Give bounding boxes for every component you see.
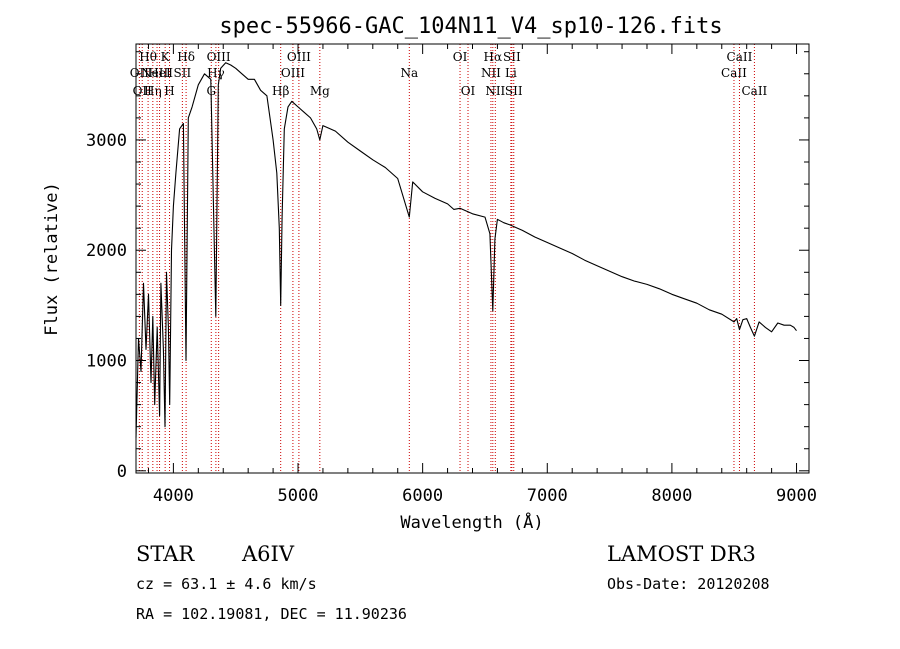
line-label: Hη (144, 84, 162, 98)
line-label: Hδ (177, 50, 195, 64)
y-tick-label: 0 (117, 462, 127, 482)
line-label: Na (400, 66, 418, 80)
line-label: OIII (207, 50, 231, 64)
line-label: CaII (727, 50, 753, 64)
redshift-cz: cz = 63.1 ± 4.6 km/s (136, 575, 317, 593)
line-label: NeIII (141, 66, 173, 80)
line-label: CaII (721, 66, 747, 80)
line-label: SII (503, 50, 521, 64)
x-tick-label: 8000 (651, 486, 692, 506)
y-tick-label: 1000 (86, 352, 127, 372)
line-label: H (164, 84, 174, 98)
line-label: SII (505, 84, 523, 98)
observation-date: Obs-Date: 20120208 (607, 575, 770, 593)
y-tick-label: 2000 (86, 241, 127, 261)
y-axis-label: Flux (relative) (42, 182, 62, 336)
x-tick-label: 4000 (153, 486, 194, 506)
line-label: SII (174, 66, 192, 80)
line-label: OIII (281, 66, 305, 80)
line-label: Hα (484, 50, 503, 64)
line-label: CaII (741, 84, 767, 98)
spectrum-series (135, 62, 797, 438)
line-label: Hθ (139, 50, 157, 64)
line-label: OIII (287, 50, 311, 64)
emission-line-markers: OIIOIIHθHηNeIIIHeIKHSIIHδGHγOIIIHβOIIIOI… (130, 44, 768, 473)
object-subclass: A6IV (241, 542, 295, 566)
survey-name: LAMOST DR3 (607, 542, 756, 566)
line-label: OI (453, 50, 468, 64)
spectrum-layer (135, 62, 797, 438)
line-label: NII (481, 66, 501, 80)
line-label: Li (505, 66, 517, 80)
line-label: Mg (310, 84, 330, 98)
axis-ticks: 4000 5000 6000 7000 8000 9000 0 1000 2000 3000 (86, 44, 817, 506)
line-label: OII (133, 84, 153, 98)
ra-dec: RA = 102.19081, DEC = 11.90236 (136, 605, 407, 623)
x-tick-label: 5000 (278, 486, 319, 506)
line-label: K (161, 50, 171, 64)
chart-title: spec-55966-GAC_104N11_V4_sp10-126.fits (219, 14, 722, 39)
plot-frame (135, 43, 810, 474)
x-tick-label: 9000 (776, 486, 817, 506)
object-class: STAR (136, 542, 195, 566)
line-label: OI (461, 84, 476, 98)
line-label: OII (130, 66, 150, 80)
line-label: Hβ (272, 84, 289, 98)
line-label: HeI (148, 66, 171, 80)
x-tick-label: 6000 (402, 486, 443, 506)
x-tick-label: 7000 (527, 486, 568, 506)
x-axis-label: Wavelength (Å) (400, 511, 543, 533)
y-tick-label: 3000 (86, 131, 127, 151)
line-label: NII (485, 84, 505, 98)
